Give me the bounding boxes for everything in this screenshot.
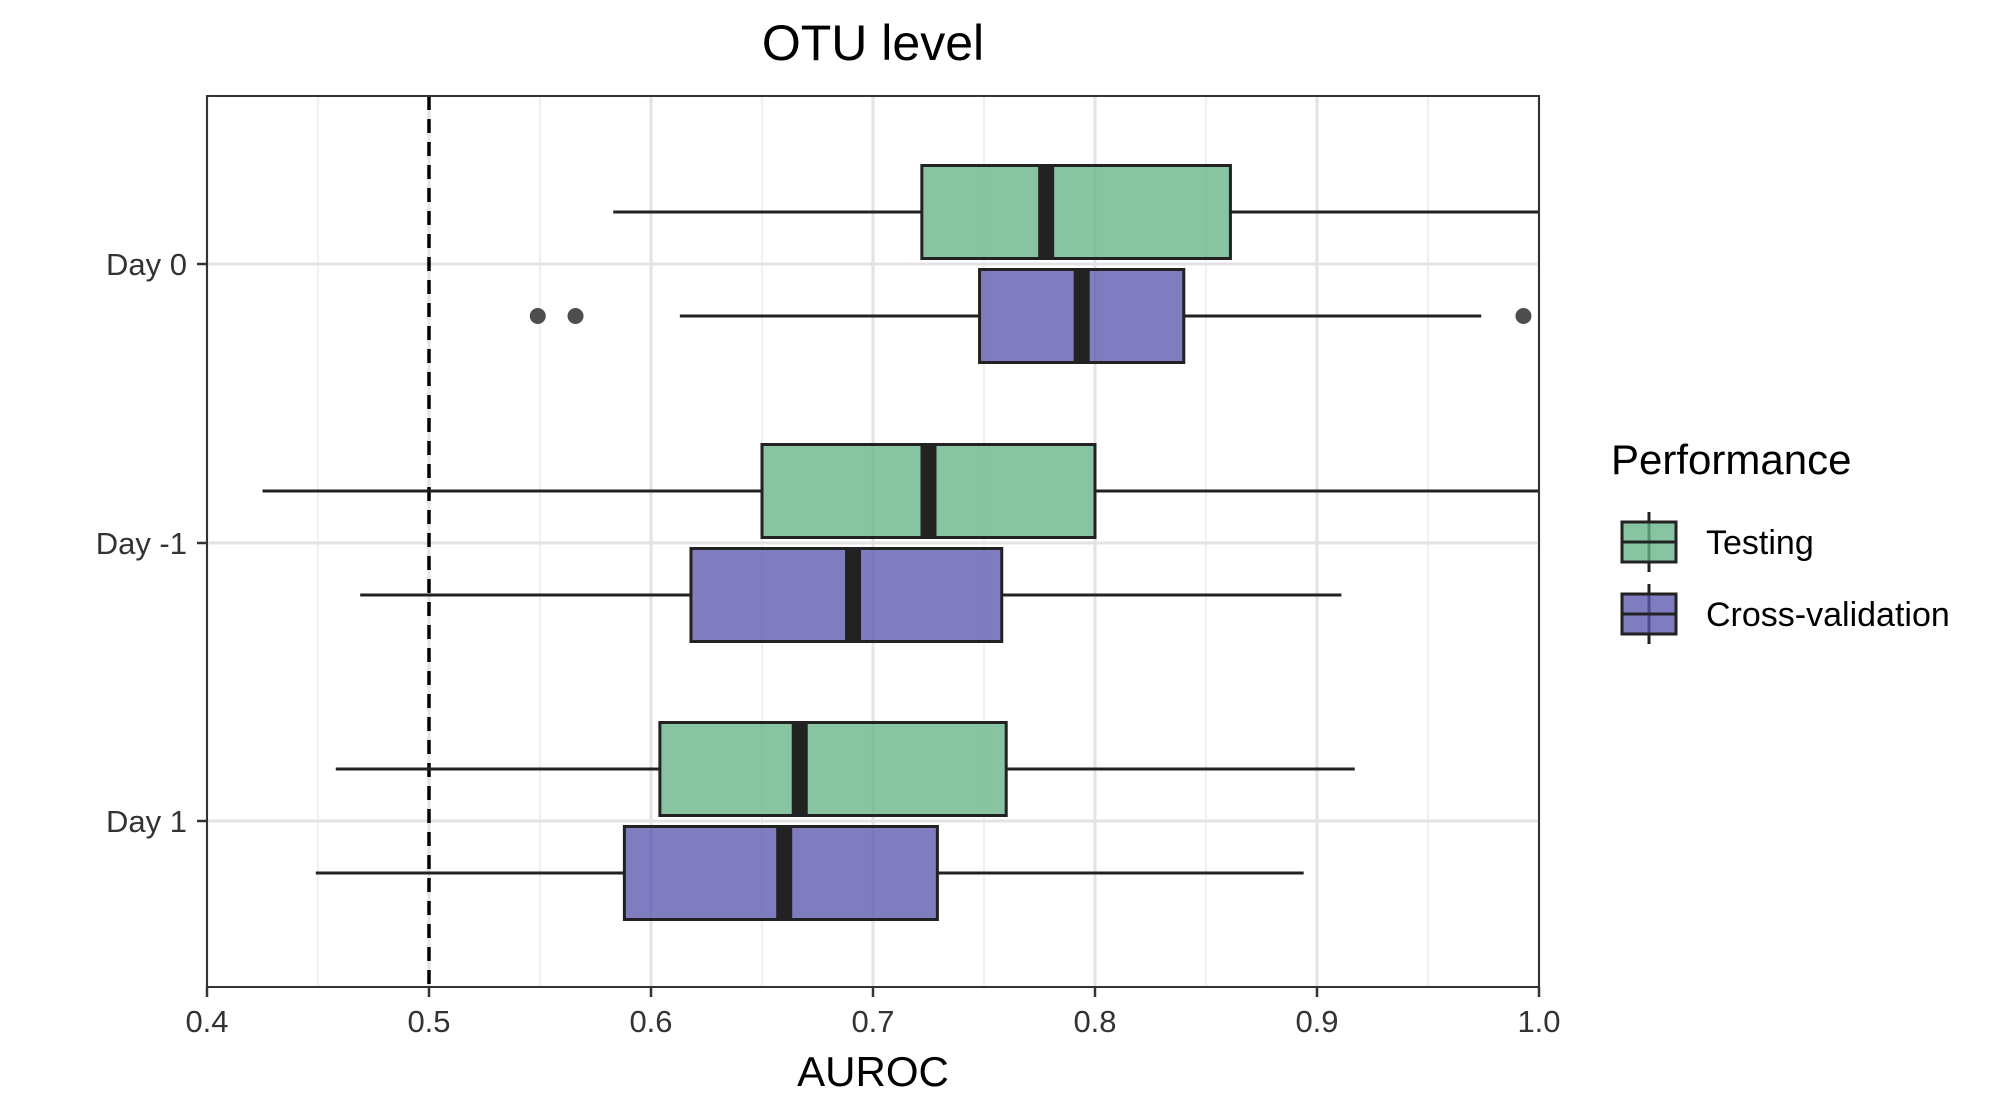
box-testing-0 bbox=[613, 164, 1539, 260]
outlier-point bbox=[529, 308, 546, 324]
plot-panel bbox=[205, 95, 1541, 988]
x-axis-title: AUROC bbox=[797, 1048, 949, 1095]
legend-label: Cross-validation bbox=[1706, 596, 1950, 634]
outlier-point bbox=[1515, 308, 1532, 324]
x-tick-label: 0.5 bbox=[407, 1004, 450, 1039]
x-tick-label: 0.9 bbox=[1295, 1004, 1338, 1039]
box-iqr bbox=[920, 164, 1232, 260]
x-tick-label: 1.0 bbox=[1517, 1004, 1560, 1039]
y-tick-label: Day -1 bbox=[96, 526, 187, 561]
legend: Performance Testing Cross-validation bbox=[1611, 436, 1950, 644]
box-cross-validation-1 bbox=[360, 547, 1342, 643]
legend-label: Testing bbox=[1706, 524, 1814, 562]
chart-title: OTU level bbox=[762, 15, 984, 71]
legend-title: Performance bbox=[1611, 436, 1851, 483]
y-tick-label: Day 0 bbox=[106, 247, 187, 282]
box-cross-validation-2 bbox=[315, 825, 1304, 921]
box-cross-validation-0 bbox=[529, 268, 1532, 364]
outlier-point bbox=[567, 308, 584, 324]
box-testing-1 bbox=[262, 443, 1539, 539]
box-iqr bbox=[658, 721, 1008, 817]
legend-entry-testing: Testing bbox=[1620, 512, 1814, 572]
x-tick-label: 0.6 bbox=[629, 1004, 672, 1039]
x-tick-label: 0.4 bbox=[185, 1004, 228, 1039]
box-testing-2 bbox=[335, 721, 1355, 817]
legend-entry-cross-validation: Cross-validation bbox=[1620, 584, 1950, 644]
x-tick-label: 0.7 bbox=[851, 1004, 894, 1039]
y-tick-label: Day 1 bbox=[106, 804, 187, 839]
x-tick-label: 0.8 bbox=[1073, 1004, 1116, 1039]
